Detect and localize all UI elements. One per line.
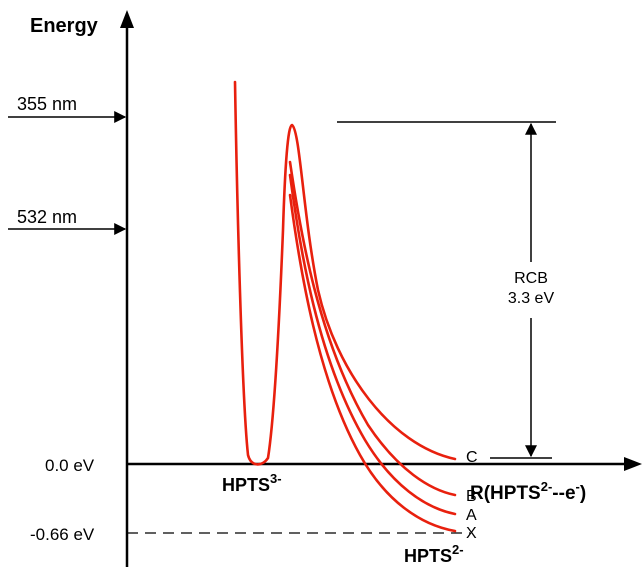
curve-x — [288, 193, 457, 533]
r-axis-label: R(HPTS2---e-) — [470, 479, 586, 504]
curve-label-c: C — [466, 449, 478, 466]
rcb-value: 3.3 eV — [508, 290, 555, 307]
curve-b — [288, 160, 457, 497]
curve-a — [288, 173, 457, 516]
zero-level-label: 0.0 eV — [45, 456, 95, 475]
r-axis-arrowhead — [624, 457, 642, 471]
photon-532-label: 532 nm — [17, 207, 77, 227]
curve-label-a: A — [466, 507, 477, 524]
hpts3-well-curve — [233, 80, 457, 466]
reactant-label: HPTS3- — [222, 471, 282, 495]
rcb-label: RCB — [514, 270, 548, 287]
product-label: HPTS2- — [404, 542, 464, 566]
curve-label-b: B — [466, 488, 477, 505]
energy-axis-label: Energy — [30, 15, 99, 37]
energy-axis-arrowhead — [120, 10, 134, 28]
photon-355-label: 355 nm — [17, 94, 77, 114]
curve-label-x: X — [466, 525, 477, 542]
neg-level-label: -0.66 eV — [30, 525, 95, 544]
